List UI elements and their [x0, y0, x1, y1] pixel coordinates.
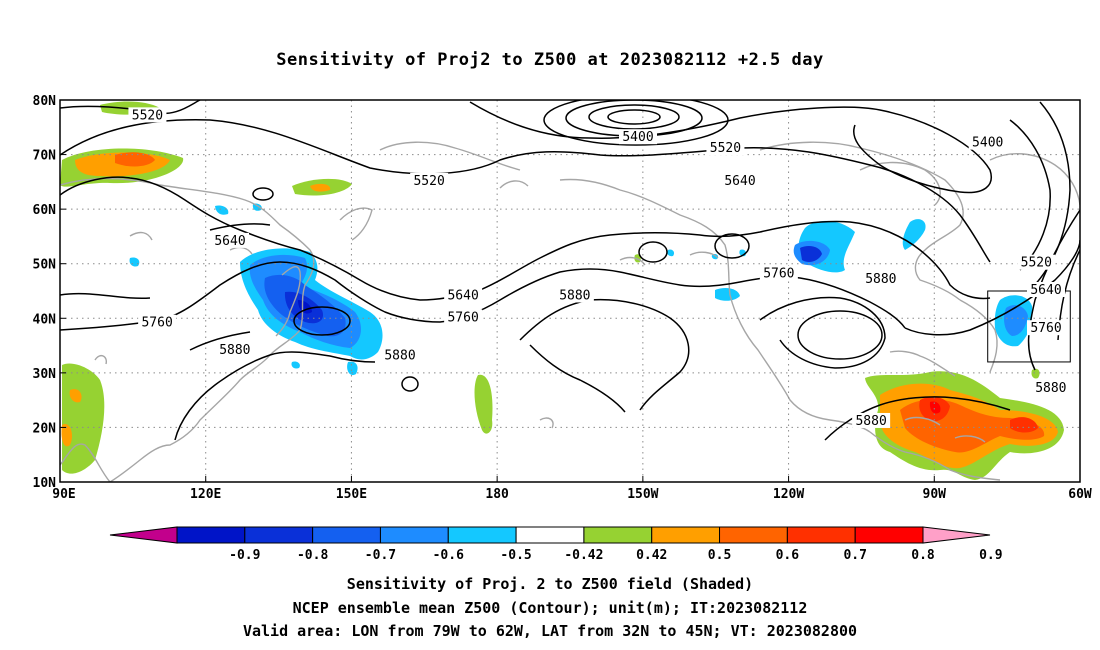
colorbar-label: -0.42 [564, 548, 603, 563]
caption-line-valid-area: Valid area: LON from 79W to 62W, LAT fro… [242, 622, 858, 640]
lat-tick-label: 40N [33, 312, 57, 327]
contour-label-bg [555, 287, 594, 303]
colorbar-label: 0.8 [911, 548, 935, 563]
contour-label: 5400 [972, 136, 1003, 151]
contour-label-bg [706, 140, 745, 156]
colorbar-label: -0.7 [365, 548, 396, 563]
colorbar-high-arrow [922, 526, 991, 544]
colorbar-swatch [379, 526, 449, 544]
contour-label-bg [1031, 380, 1070, 396]
contour-label: 5400 [622, 130, 653, 145]
z500-contours [60, 100, 1080, 441]
contour-labels: 5520 5400 5520 5400 5520 5640 5640 5520 5760 5880… [128, 107, 1070, 429]
contour-label: 5520 [1021, 256, 1052, 271]
lat-tick-label: 60N [33, 203, 57, 218]
contour-label: 5640 [724, 174, 755, 189]
contour-label-bg [1027, 320, 1065, 336]
lon-tick-label: 90E [52, 487, 75, 502]
contour-label: 5520 [132, 108, 163, 123]
colorbar-swatch [583, 526, 653, 544]
contour-label: 5760 [1030, 321, 1061, 336]
contour-label: 5880 [219, 343, 250, 358]
colorbar-label: -0.9 [229, 548, 260, 563]
lat-tick-label: 20N [33, 421, 57, 436]
contour-label-bg [721, 172, 759, 188]
colorbar-label: 0.7 [843, 548, 866, 563]
colorbar-swatch [176, 526, 246, 544]
lon-tick-label: 150E [336, 487, 367, 502]
contour-label-bg [759, 265, 798, 281]
sensitivity-shading [60, 101, 1064, 480]
contour-label-bg [852, 412, 891, 428]
colorbar-label: 0.42 [636, 548, 667, 563]
caption-line-shading: Sensitivity of Proj. 2 to Z500 field (Sh… [346, 575, 754, 593]
colorbar-swatch [515, 526, 585, 544]
contour-label-bg [381, 347, 419, 363]
contour-label-bg [410, 172, 449, 188]
colorbar-low-arrow [109, 526, 178, 544]
lat-tick-label: 80N [33, 94, 57, 109]
colorbar-swatch [854, 526, 924, 544]
contour-label-bg [619, 129, 657, 145]
colorbar-swatch [312, 526, 381, 544]
colorbar-label: 0.5 [708, 548, 731, 563]
contour-label: 5640 [447, 288, 478, 303]
lon-tick-label: 150W [627, 487, 658, 502]
contour-label-bg [444, 309, 483, 325]
contour-label: 5880 [865, 272, 896, 287]
lat-tick-label: 50N [33, 258, 57, 273]
contour-label-bg [861, 271, 900, 287]
contour-label-bg [1017, 254, 1056, 270]
contour-label-bg [128, 107, 167, 123]
axis-tick-labels: 90E 120E 150E 180 150W 120W 90W 60W 10N 20N 30N 40N… [33, 94, 1092, 502]
contour-label-bg [1027, 282, 1065, 297]
lon-tick-label: 90W [923, 487, 947, 502]
lat-tick-label: 70N [33, 149, 57, 164]
contour-label: 5880 [855, 414, 886, 429]
contour-label: 5640 [1030, 283, 1061, 298]
contour-label-bg [968, 134, 1007, 150]
contour-label-bg [138, 314, 177, 330]
colorbar-swatch [651, 526, 721, 544]
colorbar-label: -0.8 [297, 548, 328, 563]
contour-label: 5520 [710, 141, 741, 156]
contour-label: 5880 [559, 288, 590, 303]
colorbar-label: -0.5 [500, 548, 531, 563]
caption-line-contour: NCEP ensemble mean Z500 (Contour); unit(… [292, 598, 808, 617]
contour-label: 5640 [214, 234, 245, 249]
colorbar-swatch [786, 526, 856, 544]
map-frame [59, 99, 1081, 483]
contour-label-bg [444, 287, 483, 303]
contour-label: 5880 [1035, 381, 1066, 396]
contour-label: 5760 [763, 267, 794, 282]
contour-label-bg [211, 232, 249, 248]
colorbar-swatch [447, 526, 517, 544]
caption-block: Sensitivity of Proj. 2 to Z500 field (Sh… [0, 573, 1100, 644]
colorbar-label: 0.9 [979, 548, 1002, 563]
lon-tick-label: 120E [190, 487, 221, 502]
colorbar: -0.9 -0.8 -0.7 -0.6 -0.5 -0.42 0.42 0.5 0.6 0.7 0.… [109, 526, 1003, 563]
lat-tick-label: 10N [33, 476, 57, 491]
colorbar-swatch [244, 526, 314, 544]
contour-label: 5880 [384, 348, 415, 363]
lon-tick-label: 60W [1068, 487, 1092, 502]
contour-label: 5760 [447, 310, 478, 325]
coastlines [60, 141, 1080, 482]
contour-label-bg [215, 342, 254, 358]
contour-label: 5760 [141, 316, 172, 331]
map-title: Sensitivity of Proj2 to Z500 at 20230821… [276, 50, 824, 70]
contour-label: 5520 [413, 174, 444, 189]
colorbar-label: -0.6 [433, 548, 464, 563]
lon-tick-label: 180 [485, 487, 509, 502]
colorbar-label: 0.6 [776, 548, 800, 563]
lat-tick-label: 30N [33, 367, 57, 382]
lon-tick-label: 120W [773, 487, 804, 502]
colorbar-swatch [719, 526, 788, 544]
